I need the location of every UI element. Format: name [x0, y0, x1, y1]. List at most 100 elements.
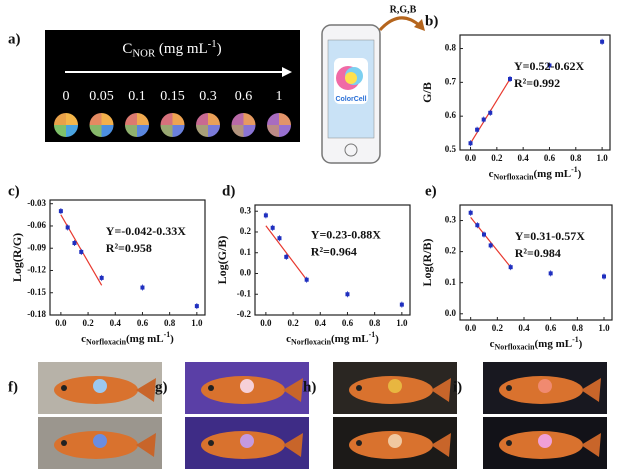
- label-sub: Norfloxacin: [495, 342, 536, 351]
- y-tick-label: -0.06: [27, 220, 46, 230]
- color-spot: [388, 434, 402, 448]
- y-tick-label: 0.6: [445, 110, 457, 120]
- r-squared: R²=0.964: [311, 245, 357, 259]
- label-sup: -1: [208, 38, 217, 50]
- fish-tail: [581, 378, 601, 402]
- panel-label: f): [8, 379, 18, 395]
- point: [304, 277, 309, 282]
- point: [345, 292, 350, 297]
- transfer-arrow-head: [414, 19, 425, 31]
- point: [547, 63, 552, 68]
- y-tick-label: 0.5: [445, 144, 457, 154]
- x-tick-label: 0.8: [570, 153, 582, 163]
- point: [468, 141, 473, 146]
- r-squared: R²=0.992: [514, 76, 560, 90]
- color-sector: [279, 125, 291, 137]
- color-sector: [172, 125, 185, 137]
- point: [65, 225, 70, 230]
- channels: R,G,B: [390, 4, 417, 15]
- y-tick-label: -0.09: [27, 242, 46, 252]
- concentration: 1: [276, 89, 283, 104]
- label-unit: (mg mL: [155, 41, 208, 57]
- point: [475, 223, 480, 228]
- y-tick-label: 0.2: [445, 246, 457, 256]
- color-sector: [196, 125, 208, 137]
- label-unit: (mg mL: [331, 333, 369, 345]
- color-sector: [54, 125, 66, 137]
- x-tick-label: 0.0: [260, 318, 272, 328]
- plot-frame: [49, 199, 206, 316]
- x-tick-label: 0.4: [110, 318, 122, 328]
- color-sector: [172, 113, 185, 125]
- fit-line: [265, 225, 308, 281]
- color-sector: [243, 113, 256, 125]
- color-sector: [101, 113, 114, 125]
- y-tick-label: 0.1: [240, 247, 252, 257]
- fish-eye: [356, 440, 362, 446]
- x-tick-label: 0.0: [465, 153, 477, 163]
- label-close: ): [579, 338, 583, 350]
- y-axis-label: Log(R/B): [420, 238, 434, 286]
- color-sector: [160, 125, 173, 137]
- x-tick-label: 1.0: [396, 318, 408, 328]
- point: [58, 209, 63, 214]
- plot-frame: [254, 204, 411, 316]
- label-sub: NOR: [132, 48, 156, 60]
- fish-tail: [431, 378, 451, 402]
- label-unit: (mg mL: [534, 168, 572, 180]
- panel-label: c): [8, 183, 20, 199]
- x-tick-label: 0.8: [369, 318, 381, 328]
- y-tick-label: -0.2: [237, 309, 252, 319]
- point: [277, 236, 282, 241]
- color-sector: [231, 113, 244, 125]
- y-tick-label: -0.1: [237, 288, 252, 298]
- point: [600, 39, 605, 44]
- label-main: C: [122, 41, 132, 57]
- label-main: c: [286, 333, 291, 345]
- phone-button: [344, 143, 358, 157]
- point: [475, 127, 480, 132]
- x-tick-label: 1.0: [191, 318, 203, 328]
- color-spot: [538, 434, 552, 448]
- point: [488, 110, 493, 115]
- label-close: ): [375, 333, 379, 345]
- x-tick-label: 0.6: [544, 153, 556, 163]
- color-spot: [93, 434, 107, 448]
- color-sector: [160, 113, 173, 125]
- x-tick-label: 0.0: [55, 318, 67, 328]
- color-sector: [196, 113, 208, 125]
- x-tick-label: 0.8: [164, 318, 176, 328]
- x-tick-label: 0.2: [82, 318, 94, 328]
- concentration: 0: [63, 89, 70, 104]
- point: [508, 265, 513, 270]
- color-sector: [54, 113, 66, 125]
- color-sector: [66, 113, 78, 125]
- point: [468, 210, 473, 215]
- label: cNorfloxacin(mg mL-1): [286, 330, 379, 346]
- fish-eye: [506, 440, 512, 446]
- label-sup: -1: [369, 330, 376, 339]
- y-tick-label: 0.3: [445, 215, 457, 225]
- label-close: ): [578, 168, 582, 180]
- equation: Y=-0.042-0.33X: [106, 224, 186, 238]
- panel-label: e): [425, 183, 437, 199]
- label-main: c: [490, 338, 495, 350]
- label-unit: (mg mL: [535, 338, 573, 350]
- color-sector: [267, 125, 279, 137]
- y-tick-label: -0.03: [27, 198, 46, 208]
- label: cNorfloxacin(mg mL-1): [81, 330, 174, 346]
- y-axis-label: G/B: [420, 82, 434, 103]
- color-sector: [89, 113, 102, 125]
- y-tick-label: 0.3: [240, 205, 252, 215]
- y-tick-label: 0.7: [445, 76, 457, 86]
- arrow-head: [282, 67, 292, 77]
- label-sub: Norfloxacin: [86, 337, 127, 346]
- color-sector: [243, 125, 256, 137]
- y-tick-label: -0.12: [27, 265, 46, 275]
- concentration: 0.15: [160, 89, 185, 104]
- label-sub: Norfloxacin: [494, 172, 535, 181]
- color-sector: [66, 125, 78, 137]
- point: [270, 225, 275, 230]
- color-sector: [208, 125, 220, 137]
